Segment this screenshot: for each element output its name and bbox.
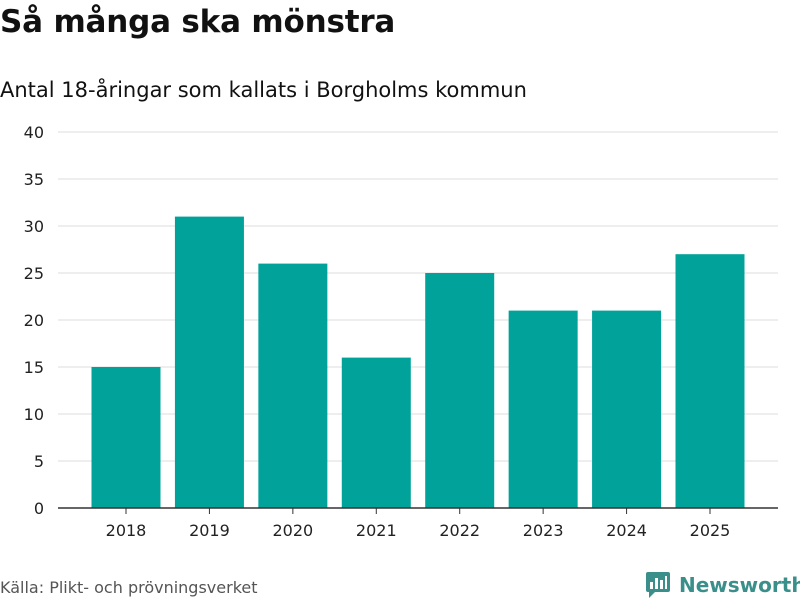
bars bbox=[91, 216, 745, 508]
x-tick-label: 2024 bbox=[606, 521, 647, 540]
bar-2021 bbox=[341, 357, 411, 508]
y-tick-label: 10 bbox=[24, 405, 44, 424]
x-tick-label: 2023 bbox=[523, 521, 564, 540]
bar-2024 bbox=[592, 310, 662, 508]
x-tick-label: 2018 bbox=[106, 521, 147, 540]
y-tick-label: 0 bbox=[34, 499, 44, 518]
bar-2025 bbox=[675, 254, 745, 508]
bar-2022 bbox=[425, 273, 495, 508]
bar-2020 bbox=[258, 263, 328, 508]
brand-logo: Newsworthy bbox=[645, 570, 800, 600]
bar-2023 bbox=[508, 310, 578, 508]
bar-2019 bbox=[174, 216, 244, 508]
x-tick-label: 2020 bbox=[272, 521, 313, 540]
y-tick-label: 40 bbox=[24, 123, 44, 142]
x-tick-label: 2021 bbox=[356, 521, 397, 540]
x-tick-label: 2025 bbox=[690, 521, 731, 540]
y-tick-label: 35 bbox=[24, 170, 44, 189]
y-tick-label: 25 bbox=[24, 264, 44, 283]
chart-subtitle: Antal 18-åringar som kallats i Borgholms… bbox=[0, 78, 527, 102]
axes bbox=[58, 507, 778, 514]
x-tick-labels: 2018 2019 2020 2021 2022 2023 2024 2025 bbox=[106, 521, 731, 540]
source-note: Källa: Plikt- och prövningsverket bbox=[0, 578, 258, 597]
x-tick-label: 2022 bbox=[439, 521, 480, 540]
newsworthy-logo-icon bbox=[646, 572, 670, 598]
y-tick-label: 30 bbox=[24, 217, 44, 236]
grid-lines bbox=[58, 131, 778, 462]
y-tick-label: 5 bbox=[34, 452, 44, 471]
chart-title: Så många ska mönstra bbox=[0, 4, 396, 40]
y-tick-label: 20 bbox=[24, 311, 44, 330]
brand-name: Newsworthy bbox=[679, 573, 800, 597]
bar-2018 bbox=[91, 367, 161, 508]
y-tick-labels: 0 5 10 15 20 25 30 35 40 bbox=[24, 123, 44, 518]
x-tick-label: 2019 bbox=[189, 521, 230, 540]
y-tick-label: 15 bbox=[24, 358, 44, 377]
